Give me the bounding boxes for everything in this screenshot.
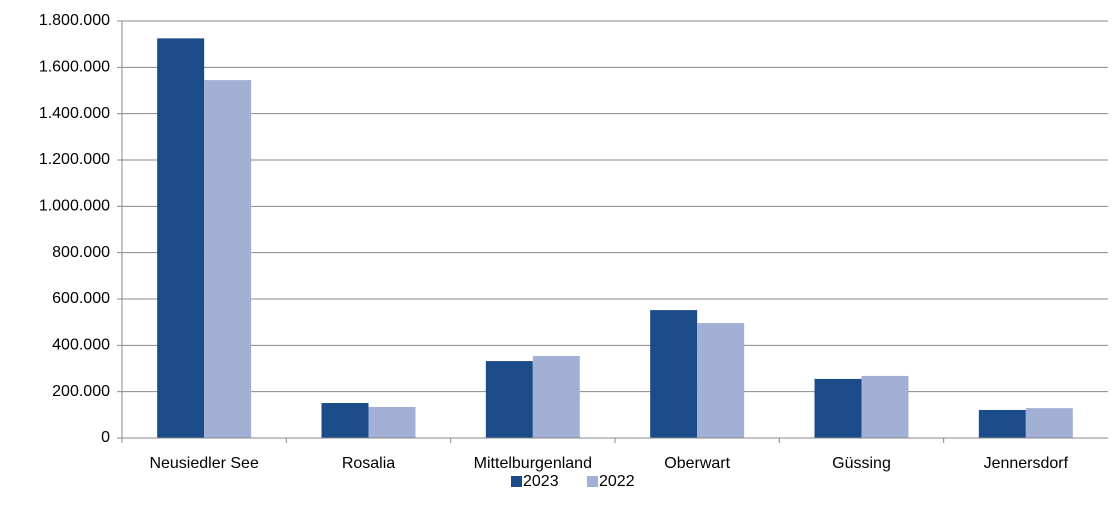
- bar: [204, 80, 252, 438]
- y-tick-label: 0: [101, 429, 110, 446]
- legend-swatch: [587, 476, 598, 487]
- legend-label: 2023: [523, 473, 559, 490]
- y-tick-label: 1.800.000: [39, 12, 110, 29]
- x-tick-label: Oberwart: [664, 455, 730, 472]
- y-tick-label: 1.000.000: [39, 198, 110, 215]
- bar: [697, 323, 745, 438]
- y-tick-label: 400.000: [52, 337, 110, 354]
- x-tick-label: Rosalia: [342, 455, 395, 472]
- bar: [861, 375, 909, 438]
- y-tick-label: 200.000: [52, 383, 110, 400]
- bar: [321, 403, 369, 438]
- x-tick-label: Neusiedler See: [149, 455, 259, 472]
- bar: [485, 361, 533, 438]
- bar: [650, 310, 698, 438]
- x-tick-label: Jennersdorf: [984, 455, 1069, 472]
- x-tick-label: Güssing: [832, 455, 891, 472]
- y-tick-label: 1.400.000: [39, 105, 110, 122]
- x-tick-label: Mittelburgenland: [474, 455, 592, 472]
- legend-label: 2022: [599, 473, 635, 490]
- bar: [814, 378, 862, 438]
- bar: [368, 406, 416, 438]
- y-tick-label: 1.600.000: [39, 59, 110, 76]
- y-tick-label: 800.000: [52, 244, 110, 261]
- y-tick-label: 600.000: [52, 290, 110, 307]
- legend-swatch: [511, 476, 522, 487]
- bar: [532, 355, 580, 438]
- bar: [157, 38, 205, 438]
- bar: [1025, 408, 1073, 438]
- bar: [978, 409, 1026, 438]
- y-tick-label: 1.200.000: [39, 151, 110, 168]
